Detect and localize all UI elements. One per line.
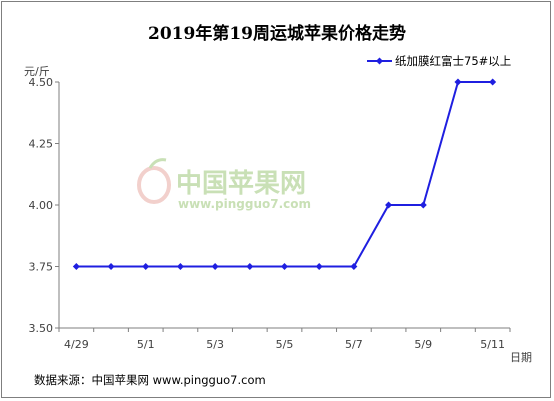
x-tick-label: 5/11 xyxy=(480,338,505,351)
x-tick-label: 5/9 xyxy=(414,338,432,351)
legend-label: 纸加膜红富士75#以上 xyxy=(395,54,511,68)
data-point xyxy=(142,263,150,270)
legend-marker xyxy=(376,57,383,65)
legend: 纸加膜红富士75#以上 xyxy=(367,54,511,68)
y-tick-label: 4.50 xyxy=(29,76,54,89)
y-axis-label: 元/斤 xyxy=(24,65,50,78)
data-point xyxy=(489,78,497,86)
apple-logo-icon xyxy=(137,158,171,204)
y-tick-label: 3.75 xyxy=(29,261,54,274)
chart-title: 2019年第19周运城苹果价格走势 xyxy=(148,23,406,44)
watermark-url: www.pingguo7.com xyxy=(178,197,311,211)
data-point xyxy=(454,78,462,86)
data-point xyxy=(176,263,184,270)
data-point xyxy=(246,263,254,270)
data-point xyxy=(211,263,219,270)
y-tick-label: 3.50 xyxy=(29,322,54,335)
watermark: 中国苹果网 www.pingguo7.com xyxy=(137,158,311,211)
data-point xyxy=(385,201,393,209)
x-tick-label: 5/7 xyxy=(345,338,363,351)
y-tick-label: 4.00 xyxy=(29,199,54,212)
x-axis-label: 日期 xyxy=(510,351,532,364)
data-point xyxy=(350,263,358,270)
x-tick-label: 5/1 xyxy=(137,338,155,351)
data-point xyxy=(281,263,288,270)
data-source: 数据来源：中国苹果网 www.pingguo7.com xyxy=(34,373,266,387)
data-point xyxy=(315,263,323,270)
data-point xyxy=(107,263,115,270)
x-tick-label: 4/29 xyxy=(64,338,89,351)
data-point xyxy=(419,201,427,209)
axes: 3.50 3.75 4.00 4.25 4.50 4/29 5/1 5/3 5/5 5/7 5/9 5… xyxy=(29,76,511,351)
data-point xyxy=(72,263,80,270)
watermark-name: 中国苹果网 xyxy=(176,169,306,199)
x-tick-label: 5/5 xyxy=(276,338,294,351)
x-tick-label: 5/3 xyxy=(206,338,224,351)
plot-area xyxy=(72,78,497,270)
y-tick-label: 4.25 xyxy=(29,138,54,151)
